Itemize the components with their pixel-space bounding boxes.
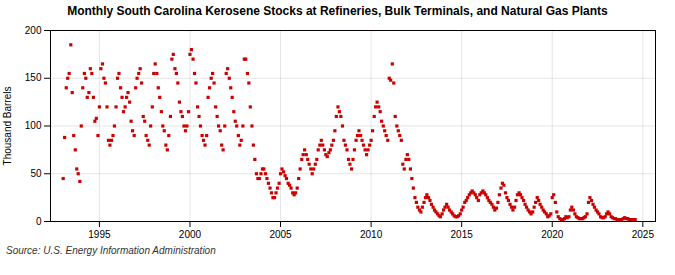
svg-text:2020: 2020 bbox=[541, 229, 564, 240]
svg-text:150: 150 bbox=[25, 72, 42, 83]
svg-text:2025: 2025 bbox=[632, 229, 655, 240]
svg-text:50: 50 bbox=[30, 168, 42, 179]
svg-text:Thousand Barrels: Thousand Barrels bbox=[2, 87, 13, 166]
svg-text:200: 200 bbox=[25, 25, 42, 36]
svg-text:2005: 2005 bbox=[269, 229, 292, 240]
svg-text:0: 0 bbox=[36, 216, 42, 227]
svg-text:1995: 1995 bbox=[88, 229, 111, 240]
svg-text:100: 100 bbox=[25, 120, 42, 131]
html-text:Monthly South Carolina Kerosen: Monthly South Carolina Kerosene Stocks a… bbox=[67, 4, 608, 18]
svg-text:2015: 2015 bbox=[451, 229, 474, 240]
svg-text:2000: 2000 bbox=[179, 229, 202, 240]
svg-text:2010: 2010 bbox=[360, 229, 383, 240]
html-text:Source: U.S. Energy Informatio: Source: U.S. Energy Information Administ… bbox=[6, 245, 216, 256]
